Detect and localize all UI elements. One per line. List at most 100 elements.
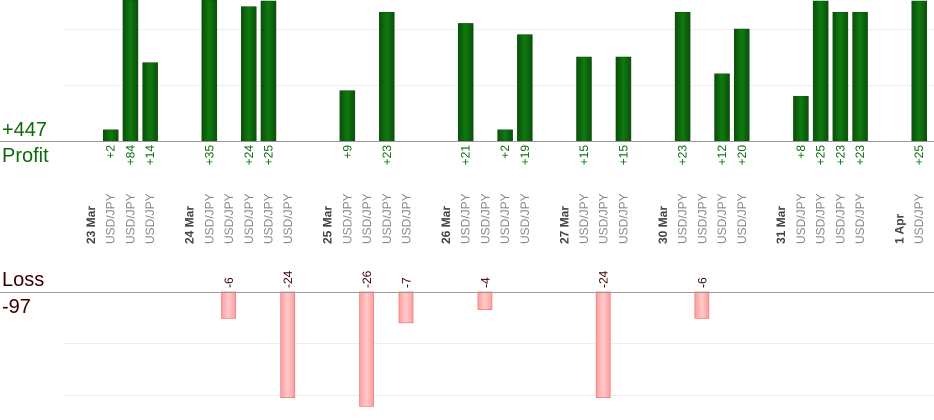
x-labels: 23 Mar USD/JPY +2 USD/JPY +84 USD/JPY +14 24 Ma… <box>84 145 926 288</box>
profit-value-label: +35 <box>202 145 216 166</box>
profit-bar <box>714 73 730 142</box>
profit-bar <box>201 0 218 142</box>
profit-value-label: +23 <box>380 145 394 166</box>
profit-bar <box>260 0 277 142</box>
profit-value-label: +23 <box>853 145 867 166</box>
symbol-label: USD/JPY <box>814 193 828 244</box>
date-label: 25 Mar <box>321 206 335 244</box>
profit-bar <box>241 6 257 142</box>
loss-value-label: -24 <box>597 270 611 288</box>
loss-bar <box>477 291 493 311</box>
loss-bars <box>221 291 710 407</box>
profit-bar <box>142 62 158 142</box>
date-label: 1 Apr <box>893 213 907 244</box>
profit-bar <box>339 90 356 142</box>
profit-bar <box>122 0 139 142</box>
profit-value-label: +25 <box>261 145 275 166</box>
symbol-label: USD/JPY <box>360 193 374 244</box>
profit-bar <box>497 129 513 142</box>
date-label: 26 Mar <box>439 206 453 244</box>
profit-value-label: +23 <box>833 145 847 166</box>
symbol-label: USD/JPY <box>261 193 275 244</box>
profit-bar <box>102 129 119 142</box>
symbol-label: USD/JPY <box>281 193 295 244</box>
date-label: 27 Mar <box>557 206 571 244</box>
symbol-label: USD/JPY <box>518 193 532 244</box>
symbol-label: USD/JPY <box>242 193 256 244</box>
loss-label: Loss <box>2 269 45 291</box>
symbol-label: USD/JPY <box>143 193 157 244</box>
profit-total: +447 <box>2 119 48 141</box>
loss-bar <box>694 291 710 319</box>
symbol-label: USD/JPY <box>577 193 591 244</box>
profit-value-label: +24 <box>242 145 256 166</box>
loss-value-label: -24 <box>281 270 295 288</box>
symbol-label: USD/JPY <box>400 193 414 244</box>
profit-bar <box>793 95 809 142</box>
symbol-label: USD/JPY <box>616 193 630 244</box>
loss-value-label: -26 <box>360 270 374 288</box>
profit-value-label: +25 <box>912 145 926 166</box>
profit-value-label: +2 <box>104 145 118 159</box>
symbol-label: USD/JPY <box>340 193 354 244</box>
loss-value-label: -4 <box>478 277 492 288</box>
profit-value-label: +23 <box>676 145 690 166</box>
symbol-label: USD/JPY <box>380 193 394 244</box>
profit-bar <box>812 0 829 142</box>
symbol-label: USD/JPY <box>459 193 473 244</box>
date-label: 24 Mar <box>183 206 197 244</box>
profit-bars <box>102 0 927 142</box>
loss-total: -97 <box>2 296 31 318</box>
profit-value-label: +14 <box>143 145 157 166</box>
profit-value-label: +15 <box>577 145 591 166</box>
date-label: 31 Mar <box>774 206 788 244</box>
symbol-label: USD/JPY <box>794 193 808 244</box>
symbol-label: USD/JPY <box>853 193 867 244</box>
symbol-label: USD/JPY <box>676 193 690 244</box>
profit-bar <box>457 23 474 142</box>
profit-value-label: +9 <box>340 145 354 159</box>
symbol-label: USD/JPY <box>597 193 611 244</box>
profit-value-label: +19 <box>518 145 532 166</box>
date-label: 30 Mar <box>656 206 670 244</box>
profit-label: Profit <box>2 145 49 167</box>
symbol-label: USD/JPY <box>123 193 137 244</box>
symbol-label: USD/JPY <box>695 193 709 244</box>
profit-value-label: +25 <box>814 145 828 166</box>
profit-value-label: +8 <box>794 145 808 159</box>
profit-bar <box>852 11 868 142</box>
loss-bar <box>398 291 414 324</box>
symbol-label: USD/JPY <box>833 193 847 244</box>
loss-bar <box>595 291 611 398</box>
profit-value-label: +20 <box>735 145 749 166</box>
symbol-label: USD/JPY <box>202 193 216 244</box>
profit-value-label: +12 <box>715 145 729 166</box>
profit-bar <box>379 11 395 142</box>
symbol-label: USD/JPY <box>715 193 729 244</box>
loss-bar <box>359 291 374 407</box>
profit-value-label: +2 <box>498 145 512 159</box>
loss-value-label: -6 <box>695 277 709 288</box>
loss-value-label: -6 <box>222 277 236 288</box>
symbol-label: USD/JPY <box>104 193 118 244</box>
profit-bar <box>734 28 750 142</box>
loss-value-label: -7 <box>400 277 414 288</box>
profit-bar <box>615 56 632 142</box>
profit-value-label: +21 <box>459 145 473 166</box>
symbol-label: USD/JPY <box>498 193 512 244</box>
profit-bar <box>911 0 927 142</box>
loss-bar <box>221 291 236 319</box>
profit-bar <box>576 56 592 142</box>
profit-value-label: +15 <box>616 145 630 166</box>
profit-value-label: +84 <box>123 145 137 166</box>
symbol-label: USD/JPY <box>478 193 492 244</box>
profit-bar <box>517 34 533 142</box>
profit-bar <box>832 11 849 142</box>
symbol-label: USD/JPY <box>912 193 926 244</box>
profit-bar <box>674 11 691 142</box>
symbol-label: USD/JPY <box>222 193 236 244</box>
symbol-label: USD/JPY <box>735 193 749 244</box>
date-label: 23 Mar <box>84 206 98 244</box>
loss-bar <box>280 291 296 398</box>
